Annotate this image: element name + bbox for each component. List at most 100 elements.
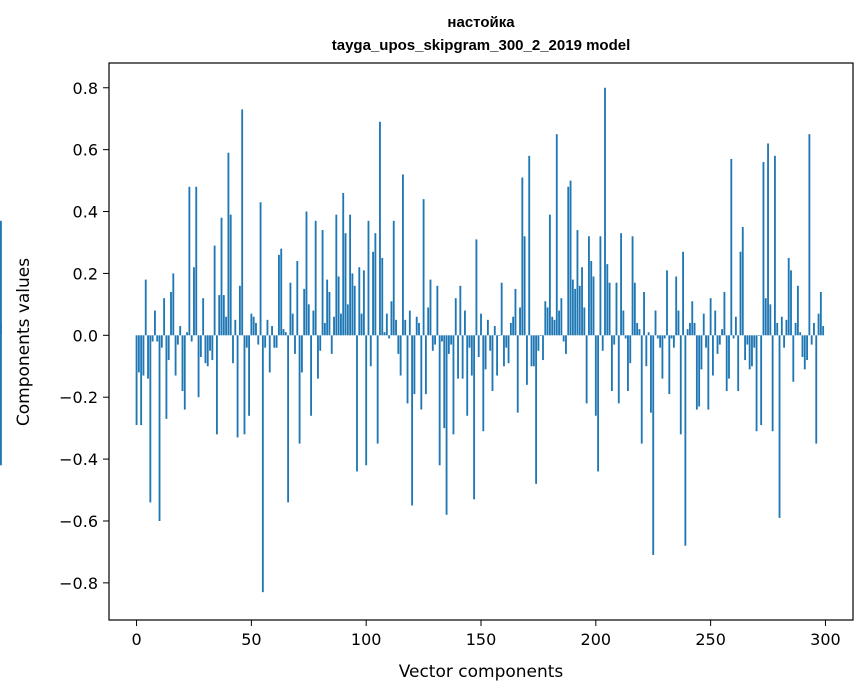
bar-36 [218, 295, 221, 336]
bar-18 [176, 335, 179, 345]
bar-41 [229, 214, 232, 336]
bar-191 [574, 288, 577, 336]
bar-298 [819, 291, 822, 336]
bars-group [0, 87, 825, 593]
bar-121 [413, 335, 416, 395]
bar-286 [792, 335, 795, 382]
bar-214 [627, 335, 629, 392]
bar-76 [310, 335, 312, 416]
bar-6 [149, 335, 152, 503]
bar-261 [734, 316, 737, 336]
bar-274 [764, 298, 767, 336]
bar-210 [617, 335, 620, 404]
bar-31 [206, 335, 209, 367]
bar-52 [255, 322, 257, 336]
bar-150 [480, 313, 482, 336]
bar-260 [732, 335, 735, 339]
bar-23 [188, 186, 191, 336]
bar-255 [721, 329, 724, 336]
bar-108 [383, 332, 386, 336]
x-tick-label: 250 [695, 630, 726, 649]
bar-177 [542, 335, 544, 361]
bar-222 [645, 335, 648, 367]
bar-82 [323, 322, 326, 336]
bar-166 [516, 335, 519, 413]
bar-79 [317, 335, 319, 379]
bar-19 [179, 326, 182, 336]
bar-151 [482, 335, 485, 432]
bar-266 [746, 335, 749, 345]
bar-294 [810, 335, 813, 345]
bar-115 [399, 335, 402, 376]
bar-37 [220, 217, 223, 336]
bar-264 [741, 227, 744, 336]
bar-251 [712, 335, 714, 376]
bar-243 [693, 322, 696, 336]
bar-165 [514, 288, 517, 336]
bar-131 [436, 285, 439, 336]
bar-245 [698, 335, 701, 407]
bar-149 [477, 335, 480, 357]
bar-118 [406, 335, 409, 404]
bar-148 [475, 239, 478, 336]
y-tick-label: −0.6 [59, 512, 98, 531]
bar-133 [441, 335, 443, 342]
bar-25 [193, 267, 195, 336]
y-tick-label: 0.4 [73, 203, 98, 222]
bar-110 [388, 335, 391, 339]
bar-252 [714, 310, 717, 336]
bar-221 [643, 291, 645, 336]
y-axis-ticks: −0.8 −0.6 −0.4 −0.2 0.0 0.2 0.4 0.6 0.8 [59, 79, 109, 593]
bar-135 [445, 335, 448, 515]
bar-43 [234, 319, 237, 336]
bar-219 [638, 329, 641, 336]
bar-232 [668, 335, 671, 395]
bar-206 [608, 282, 611, 336]
bar-124 [420, 335, 423, 410]
bar-168 [521, 177, 524, 336]
bar-138 [452, 335, 455, 435]
bar-86 [333, 316, 335, 336]
bar-273 [762, 162, 765, 336]
bar-15 [170, 291, 172, 336]
bar-106 [379, 121, 381, 336]
bar-176 [539, 335, 542, 336]
bar-218 [636, 322, 639, 336]
bar-250 [709, 298, 712, 336]
bar-164 [512, 316, 515, 336]
bar-272 [760, 335, 763, 426]
bar-216 [631, 236, 634, 336]
bar-207 [610, 335, 613, 392]
bar-173 [532, 335, 535, 367]
bar-236 [677, 310, 680, 336]
bar-95 [353, 285, 356, 336]
bar-144 [466, 335, 469, 416]
x-tick-label: 200 [581, 630, 612, 649]
bar-220 [640, 335, 643, 444]
bar-225 [652, 335, 655, 556]
bar-180 [548, 214, 551, 336]
bar-159 [500, 282, 503, 336]
bar-265 [744, 335, 746, 361]
bar-240 [686, 329, 689, 336]
x-tick-label: 0 [131, 630, 141, 649]
bar-136 [447, 335, 450, 354]
bar-100 [365, 335, 368, 466]
bar-175 [537, 335, 540, 351]
bar-104 [374, 233, 377, 336]
bar-127 [427, 307, 430, 336]
bar-40 [227, 152, 230, 336]
bar-1 [137, 335, 140, 373]
bar-226 [654, 310, 657, 336]
bar-99 [362, 270, 365, 336]
bar-74 [305, 211, 308, 336]
bar-145 [468, 335, 471, 348]
chart-subtitle: tayga_upos_skipgram_300_2_2019 model [332, 37, 631, 54]
bar-143 [464, 310, 466, 336]
bar-39 [225, 316, 228, 336]
bar-46 [241, 109, 244, 336]
bar-268 [751, 335, 753, 367]
bar-257 [725, 335, 728, 392]
bar-282 [783, 335, 786, 348]
bar-186 [562, 335, 565, 342]
